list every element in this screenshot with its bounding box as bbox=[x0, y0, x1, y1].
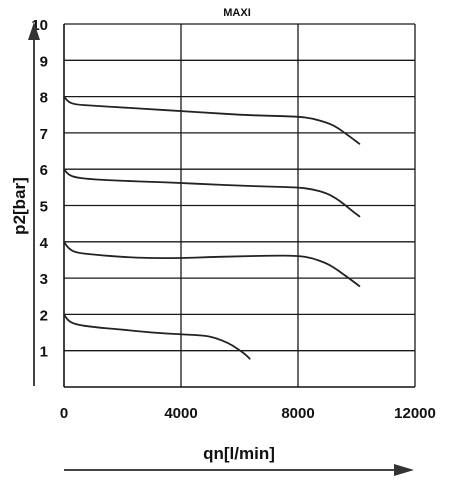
series-line-1 bbox=[63, 95, 361, 145]
x-axis-arrowhead-icon bbox=[394, 464, 414, 476]
y-tick-label: 6 bbox=[40, 162, 48, 179]
y-axis-arrowhead-icon bbox=[28, 22, 40, 40]
y-axis-title: p2[bar] bbox=[10, 177, 29, 235]
y-tick-label: 4 bbox=[40, 235, 49, 252]
y-tick-label: 8 bbox=[40, 90, 48, 107]
x-tick-label: 8000 bbox=[281, 405, 314, 422]
y-tick-label: 9 bbox=[40, 53, 48, 70]
series-group bbox=[63, 95, 361, 360]
chart-title: MAXI bbox=[223, 7, 251, 19]
x-tick-label: 12000 bbox=[394, 405, 436, 422]
y-tick-label: 3 bbox=[40, 271, 48, 288]
x-tick-label: 0 bbox=[60, 405, 68, 422]
axes bbox=[63, 24, 415, 388]
series-line-4 bbox=[63, 313, 251, 360]
y-tick-label: 1 bbox=[40, 344, 48, 361]
y-tick-label: 5 bbox=[40, 199, 48, 216]
y-tick-label: 2 bbox=[40, 307, 48, 324]
grid bbox=[64, 23, 416, 387]
y-tick-label: 7 bbox=[40, 126, 48, 143]
x-axis-title: qn[l/min] bbox=[203, 444, 275, 463]
x-tick-label: 4000 bbox=[164, 405, 197, 422]
series-line-3 bbox=[63, 240, 361, 287]
series-line-2 bbox=[63, 168, 361, 218]
